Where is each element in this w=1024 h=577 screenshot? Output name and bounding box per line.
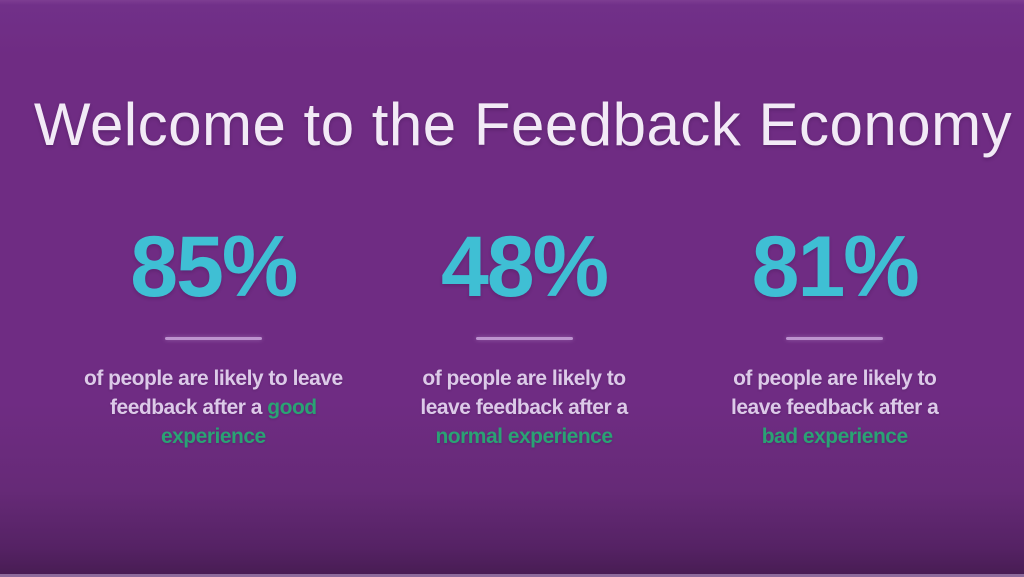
stat-description: of people are likely to leave feedback a… [58, 364, 369, 451]
desc-line: of people are likely to [679, 364, 990, 393]
desc-line: normal experience [369, 422, 680, 451]
desc-line: leave feedback after a [369, 393, 680, 422]
desc-text: feedback after a [110, 396, 268, 419]
desc-line: leave feedback after a [679, 393, 990, 422]
stat-card-good-experience: 85% of people are likely to leave feedba… [58, 224, 369, 451]
desc-text: of people are likely to [422, 367, 626, 390]
stat-divider [786, 337, 884, 340]
stats-row: 85% of people are likely to leave feedba… [58, 224, 990, 451]
slide-title: Welcome to the Feedback Economy [33, 91, 1013, 159]
stat-divider [475, 337, 573, 340]
stat-description: of people are likely to leave feedback a… [679, 364, 990, 451]
stat-description: of people are likely to leave feedback a… [369, 364, 680, 451]
desc-line: of people are likely to [369, 364, 680, 393]
desc-text: leave feedback after a [731, 396, 939, 419]
highlight-text: normal experience [435, 425, 613, 448]
stat-value: 81% [751, 219, 920, 315]
stat-divider [164, 337, 262, 340]
desc-text: of people are likely to leave [84, 367, 343, 390]
desc-line: feedback after a good [58, 393, 369, 422]
desc-text: of people are likely to [733, 367, 937, 390]
highlight-text: bad experience [761, 425, 908, 448]
desc-line: experience [58, 422, 369, 451]
desc-text: leave feedback after a [420, 396, 628, 419]
highlight-text: experience [160, 425, 266, 448]
highlight-text: good [267, 396, 317, 419]
desc-line: of people are likely to leave [58, 364, 369, 393]
desc-line: bad experience [679, 422, 990, 451]
stat-card-bad-experience: 81% of people are likely to leave feedba… [679, 224, 990, 451]
stat-card-normal-experience: 48% of people are likely to leave feedba… [369, 224, 680, 451]
video-frame-bottom-edge [0, 574, 1024, 577]
stat-value: 48% [440, 219, 609, 315]
stat-value: 85% [130, 219, 298, 315]
